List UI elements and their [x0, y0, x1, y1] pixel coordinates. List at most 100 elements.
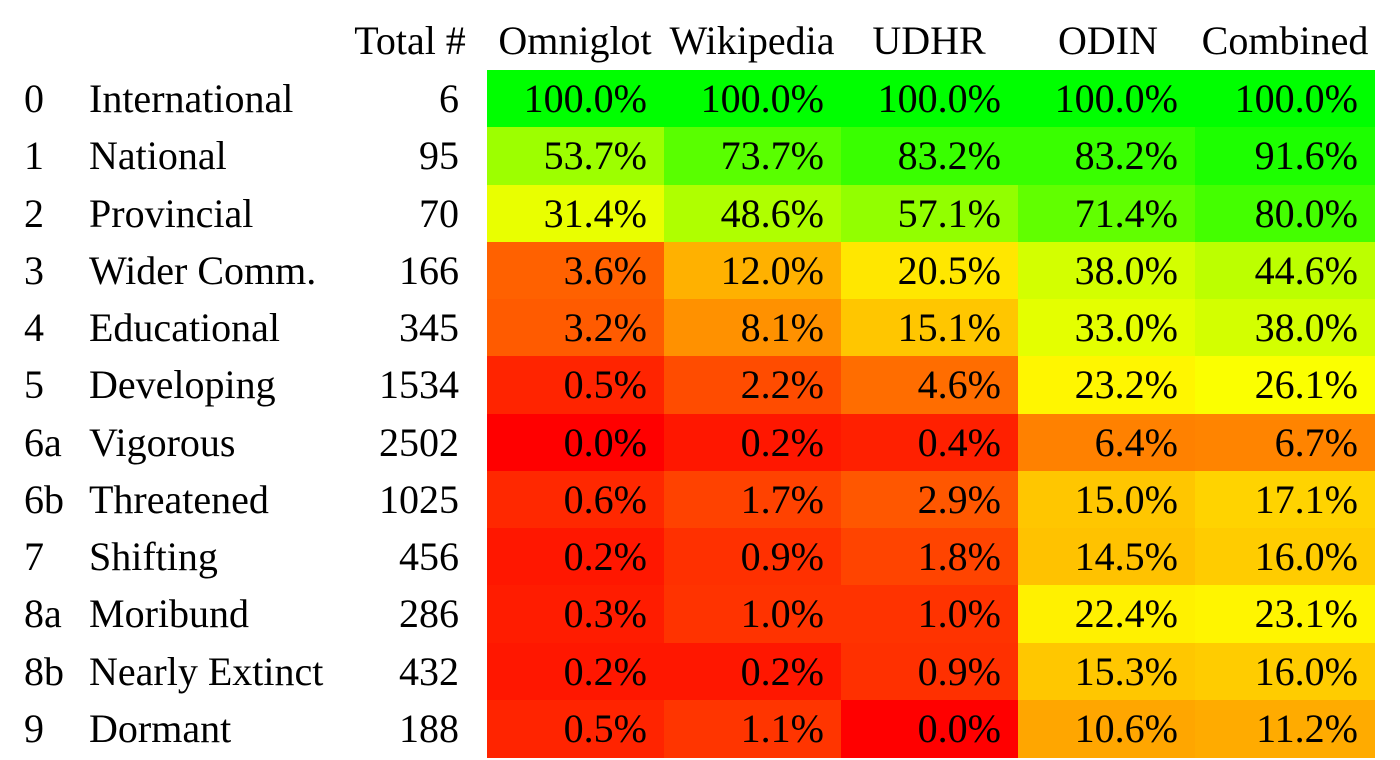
row-total-count: 166 — [399, 247, 459, 293]
row-name-label: National — [89, 133, 227, 179]
row-total-count: 188 — [399, 705, 459, 751]
cell-value-label: 16.0% — [1254, 648, 1358, 694]
heatmap-cell — [1018, 127, 1195, 186]
heatmap-cell — [487, 642, 664, 701]
heatmap-cell — [1195, 356, 1375, 415]
cell-value-label: 0.3% — [563, 591, 647, 637]
cell-value-label: 0.9% — [740, 534, 824, 579]
heatmap-cell — [487, 413, 664, 472]
cell-value-label: 6.7% — [1274, 419, 1358, 465]
heatmap-cell — [1018, 642, 1195, 701]
cell-value-label: 53.7% — [543, 133, 647, 179]
row-total-count: 456 — [399, 534, 459, 579]
heatmap-cell — [841, 470, 1018, 529]
heatmap-cell — [1195, 413, 1375, 472]
heatmap-cell — [841, 528, 1018, 586]
row-total-count: 1025 — [379, 476, 459, 522]
cell-value-label: 33.0% — [1074, 305, 1178, 350]
heatmap-cell — [1195, 470, 1375, 529]
cell-value-label: 100.0% — [700, 76, 824, 121]
cell-value-label: 57.1% — [897, 190, 1001, 236]
heatmap-cell — [664, 70, 841, 128]
cell-value-label: 80.0% — [1254, 190, 1358, 236]
row-total-count: 345 — [399, 305, 459, 350]
cell-value-label: 44.6% — [1254, 247, 1358, 293]
column-header: ODIN — [1058, 18, 1158, 63]
heatmap-cell — [487, 127, 664, 186]
cell-value-label: 23.1% — [1254, 591, 1358, 637]
cell-value-label: 15.3% — [1074, 648, 1178, 694]
cell-value-label: 20.5% — [897, 247, 1001, 293]
cell-value-label: 10.6% — [1074, 705, 1178, 751]
heatmap-cell — [841, 585, 1018, 644]
row-total-count: 95 — [419, 133, 459, 179]
cell-value-label: 4.6% — [917, 362, 1001, 408]
row-name-label: Shifting — [89, 534, 218, 579]
heatmap-cell — [1195, 70, 1375, 128]
heatmap-cell — [1018, 585, 1195, 644]
heatmap-cell — [1018, 699, 1195, 758]
cell-value-label: 23.2% — [1074, 362, 1178, 408]
heatmap-cell — [1195, 241, 1375, 300]
cell-value-label: 12.0% — [720, 247, 824, 293]
row-name-label: Wider Comm. — [89, 247, 317, 293]
row-level-label: 6a — [24, 419, 62, 465]
heatmap-cell — [664, 184, 841, 243]
cell-value-label: 0.2% — [740, 419, 824, 465]
cell-value-label: 14.5% — [1074, 534, 1178, 579]
cell-value-label: 73.7% — [720, 133, 824, 179]
heatmap-cell — [841, 356, 1018, 415]
row-level-label: 8a — [24, 591, 62, 637]
row-total-count: 432 — [399, 648, 459, 694]
heatmap-cell — [1195, 184, 1375, 243]
cell-value-label: 48.6% — [720, 190, 824, 236]
column-header: UDHR — [872, 18, 986, 63]
cell-value-label: 0.2% — [563, 648, 647, 694]
heatmap-cell — [664, 528, 841, 586]
heatmap-cell — [1195, 299, 1375, 357]
heatmap-cell — [841, 241, 1018, 300]
row-level-label: 6b — [24, 476, 64, 522]
heatmap-cell — [1195, 528, 1375, 586]
heatmap-cell — [664, 127, 841, 186]
heatmap-cell — [664, 642, 841, 701]
column-header: Omniglot — [498, 18, 652, 63]
row-name-label: Vigorous — [89, 419, 236, 465]
heatmap-cell — [664, 356, 841, 415]
heatmap-cell — [487, 470, 664, 529]
cell-value-label: 38.0% — [1074, 247, 1178, 293]
heatmap-cell — [1195, 127, 1375, 186]
cell-value-label: 100.0% — [1054, 76, 1178, 121]
heatmap-cell — [1195, 642, 1375, 701]
heatmap-cell — [841, 699, 1018, 758]
cell-value-label: 0.6% — [563, 476, 647, 522]
row-total-count: 286 — [399, 591, 459, 637]
heatmap-cell — [841, 642, 1018, 701]
heatmap-cell — [1018, 241, 1195, 300]
cell-value-label: 0.5% — [563, 705, 647, 751]
heatmap-cell — [1195, 585, 1375, 644]
heatmap-cell — [487, 585, 664, 644]
heatmap-cell — [1018, 356, 1195, 415]
heatmap-cell — [841, 70, 1018, 128]
cell-value-label: 0.9% — [917, 648, 1001, 694]
column-header: Wikipedia — [669, 18, 835, 63]
heatmap-cell — [841, 127, 1018, 186]
row-name-label: Dormant — [89, 705, 232, 751]
cell-value-label: 15.0% — [1074, 476, 1178, 522]
cell-value-label: 31.4% — [543, 190, 647, 236]
cell-value-label: 1.0% — [917, 591, 1001, 637]
cell-value-label: 83.2% — [1074, 133, 1178, 179]
cell-value-label: 6.4% — [1094, 419, 1178, 465]
cell-value-label: 38.0% — [1254, 305, 1358, 350]
cell-value-label: 17.1% — [1254, 476, 1358, 522]
row-total-count: 6 — [439, 76, 459, 121]
cell-value-label: 26.1% — [1254, 362, 1358, 408]
row-name-label: Developing — [89, 362, 276, 408]
column-header: Total # — [354, 18, 466, 63]
heatmap-cell — [1018, 184, 1195, 243]
heatmap-cell — [664, 413, 841, 472]
row-level-label: 2 — [24, 190, 44, 236]
cell-value-label: 3.6% — [563, 247, 647, 293]
row-total-count: 70 — [419, 190, 459, 236]
